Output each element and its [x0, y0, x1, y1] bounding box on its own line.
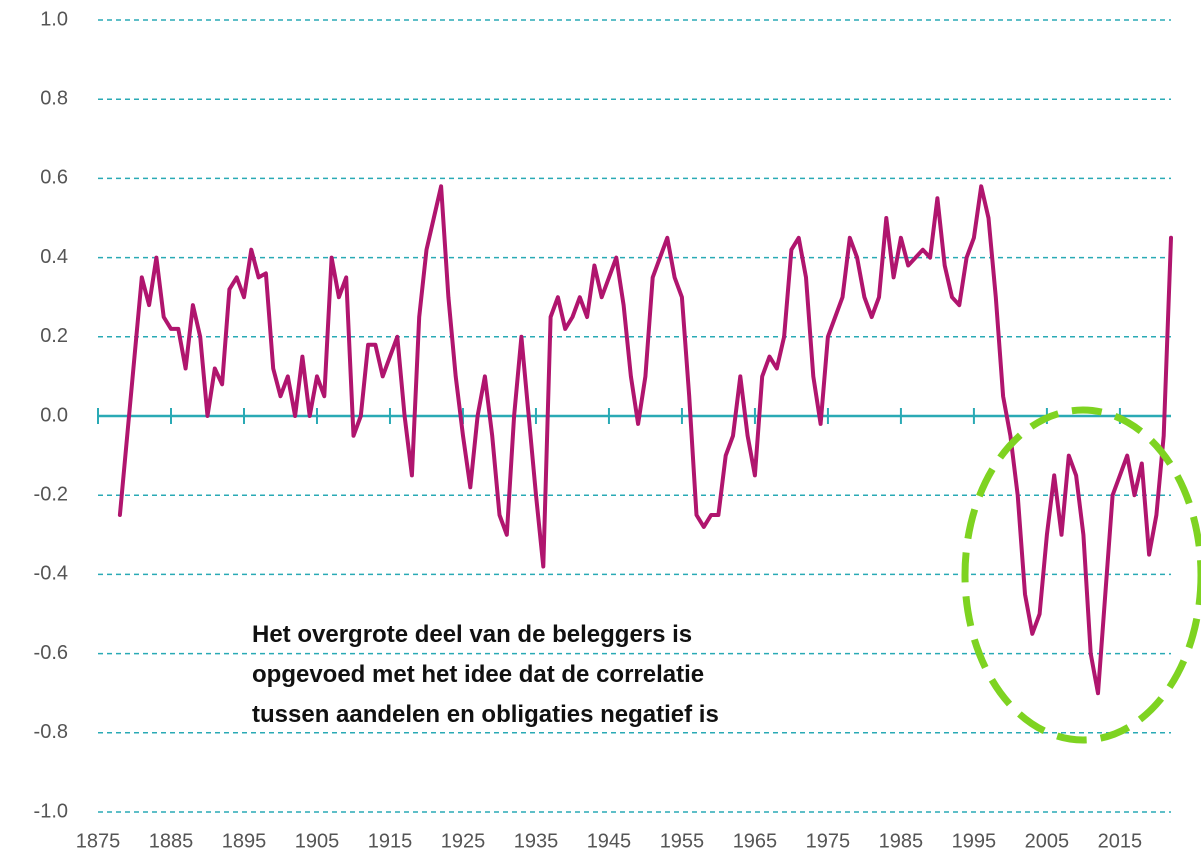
x-tick-label: 1905	[295, 830, 340, 852]
x-tick-label: 1935	[514, 830, 559, 852]
annotation-line: opgevoed met het idee dat de correlatie	[252, 661, 704, 688]
annotation-line: tussen aandelen en obligaties negatief i…	[252, 701, 719, 728]
x-tick-label: 1955	[660, 830, 705, 852]
y-tick-label: 0.8	[40, 87, 68, 109]
x-tick-label: 2015	[1098, 830, 1143, 852]
x-tick-label: 1985	[879, 830, 924, 852]
highlight-ellipse	[961, 406, 1201, 744]
x-tick-label: 1945	[587, 830, 632, 852]
x-tick-label: 1885	[149, 830, 194, 852]
y-tick-label: -1.0	[34, 800, 68, 822]
y-tick-label: -0.2	[34, 483, 68, 505]
y-tick-label: 0.0	[40, 404, 68, 426]
grid	[97, 19, 1171, 813]
x-tick-label: 1925	[441, 830, 486, 852]
x-tick-label: 1875	[76, 830, 121, 852]
annotation-line: Het overgrote deel van de beleggers is	[252, 621, 692, 648]
x-tick-label: 2005	[1025, 830, 1070, 852]
y-tick-label: -0.6	[34, 642, 68, 664]
series-line	[117, 184, 1173, 696]
y-tick-label: 0.2	[40, 325, 68, 347]
plot-area	[117, 184, 1173, 696]
x-tick-label: 1975	[806, 830, 851, 852]
x-tick-label: 1915	[368, 830, 413, 852]
x-tick-label: 1965	[733, 830, 778, 852]
y-tick-label: 0.6	[40, 167, 68, 189]
y-tick-label: -0.4	[34, 563, 68, 585]
x-tick-label: 1895	[222, 830, 267, 852]
y-tick-label: -0.8	[34, 721, 68, 743]
x-tick-label: 1995	[952, 830, 997, 852]
y-tick-label: 0.4	[40, 246, 68, 268]
y-tick-label: 1.0	[40, 8, 68, 30]
